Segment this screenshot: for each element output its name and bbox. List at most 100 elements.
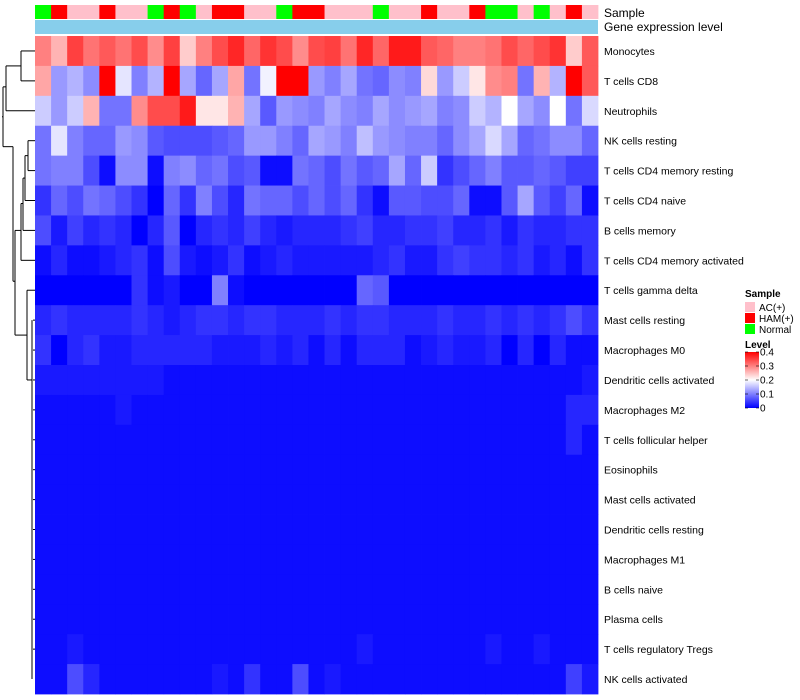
heatmap-cell [565, 365, 583, 396]
heatmap-cell [51, 484, 68, 515]
heatmap-cell [469, 245, 486, 276]
heatmap-cell [195, 544, 213, 575]
heatmap-cell [453, 394, 470, 426]
heatmap-cell [260, 544, 277, 575]
heatmap-cell [228, 365, 245, 396]
heatmap-cell [324, 335, 342, 366]
heatmap-cell [163, 365, 181, 396]
heatmap-cell [67, 245, 84, 276]
heatmap-cell [228, 604, 245, 635]
heatmap-cell [276, 604, 293, 635]
heatmap-cell [276, 305, 293, 336]
heatmap-cell [211, 604, 229, 635]
heatmap-cell [324, 365, 342, 396]
heatmap-cell [195, 275, 213, 306]
heatmap-cell [292, 36, 309, 67]
heatmap-cell [453, 574, 470, 605]
heatmap-cell [244, 484, 261, 515]
heatmap-cell [179, 125, 197, 157]
heatmap-cell [163, 484, 181, 515]
heatmap-cell [67, 514, 84, 545]
heatmap-cell [581, 155, 599, 186]
heatmap-cell [244, 394, 261, 426]
heatmap-cell [260, 394, 277, 426]
heatmap-cell [485, 664, 502, 695]
heatmap-cell [533, 574, 551, 605]
heatmap-cell [501, 604, 518, 635]
heatmap-cell [372, 305, 390, 336]
heatmap-cell [501, 125, 518, 157]
heatmap-cell [147, 95, 165, 127]
heatmap-cell [581, 215, 599, 246]
heatmap-cell [388, 275, 406, 306]
heatmap-cell [404, 394, 422, 426]
heatmap-cell [99, 215, 116, 246]
sample-annotation-cell [453, 5, 470, 19]
heatmap-cell [372, 36, 390, 67]
heatmap-cell [356, 604, 374, 635]
heatmap-cell [308, 634, 325, 665]
heatmap-cell [485, 155, 502, 186]
heatmap-cell [292, 125, 309, 157]
heatmap-cell [99, 604, 116, 635]
heatmap-cell [517, 574, 535, 605]
heatmap-cell [147, 634, 165, 665]
row-label: T cells regulatory Tregs [604, 644, 713, 656]
sample-annotation-cell [372, 5, 390, 19]
level-color-bar [745, 352, 759, 408]
heatmap-cell [276, 514, 293, 545]
sample-annotation-cell [421, 5, 438, 19]
heatmap-cell [356, 305, 374, 336]
heatmap-cell [340, 185, 358, 216]
heatmap-cell [356, 215, 374, 246]
heatmap-cell [437, 424, 454, 456]
heatmap-cell [517, 544, 535, 575]
heatmap-cell [469, 65, 486, 97]
heatmap-cell [179, 305, 197, 336]
heatmap-cell [437, 155, 454, 186]
heatmap-cell [244, 634, 261, 665]
heatmap-cell [421, 95, 438, 127]
heatmap-cell [147, 65, 165, 97]
heatmap-cell [115, 544, 132, 575]
heatmap-cell [211, 664, 229, 695]
heatmap-cell [228, 95, 245, 127]
heatmap-cell [115, 125, 132, 157]
heatmap-cell [211, 514, 229, 545]
heatmap-cell [437, 245, 454, 276]
heatmap-cell [404, 125, 422, 157]
heatmap-cell [83, 95, 100, 127]
sample-annotation-cell [469, 5, 486, 19]
heatmap-cell [211, 484, 229, 515]
heatmap-cell [565, 305, 583, 336]
heatmap-cell [83, 335, 100, 366]
heatmap-cell [228, 185, 245, 216]
heatmap-cell [404, 604, 422, 635]
heatmap-cell [276, 185, 293, 216]
heatmap-cell [565, 634, 583, 665]
heatmap-cell [67, 574, 84, 605]
heatmap-cell [324, 245, 342, 276]
heatmap-cell [131, 544, 148, 575]
heatmap-cell [437, 215, 454, 246]
heatmap-cell [308, 65, 325, 97]
heatmap-cell [437, 484, 454, 515]
heatmap-cell [581, 275, 599, 306]
heatmap-cell [99, 394, 116, 426]
heatmap-cell [324, 664, 342, 695]
heatmap-cell [115, 335, 132, 366]
heatmap-cell [228, 544, 245, 575]
heatmap-cell [228, 65, 245, 97]
heatmap-cell [260, 664, 277, 695]
heatmap-cell [35, 394, 52, 426]
heatmap-cell [469, 424, 486, 456]
heatmap-cell [356, 544, 374, 575]
heatmap-cell [292, 365, 309, 396]
heatmap-cell [163, 574, 181, 605]
heatmap-cell [340, 454, 358, 486]
heatmap-cell [517, 36, 535, 67]
heatmap-cell [131, 185, 148, 216]
heatmap-cell [83, 394, 100, 426]
heatmap-cell [211, 454, 229, 486]
heatmap-cell [485, 484, 502, 515]
